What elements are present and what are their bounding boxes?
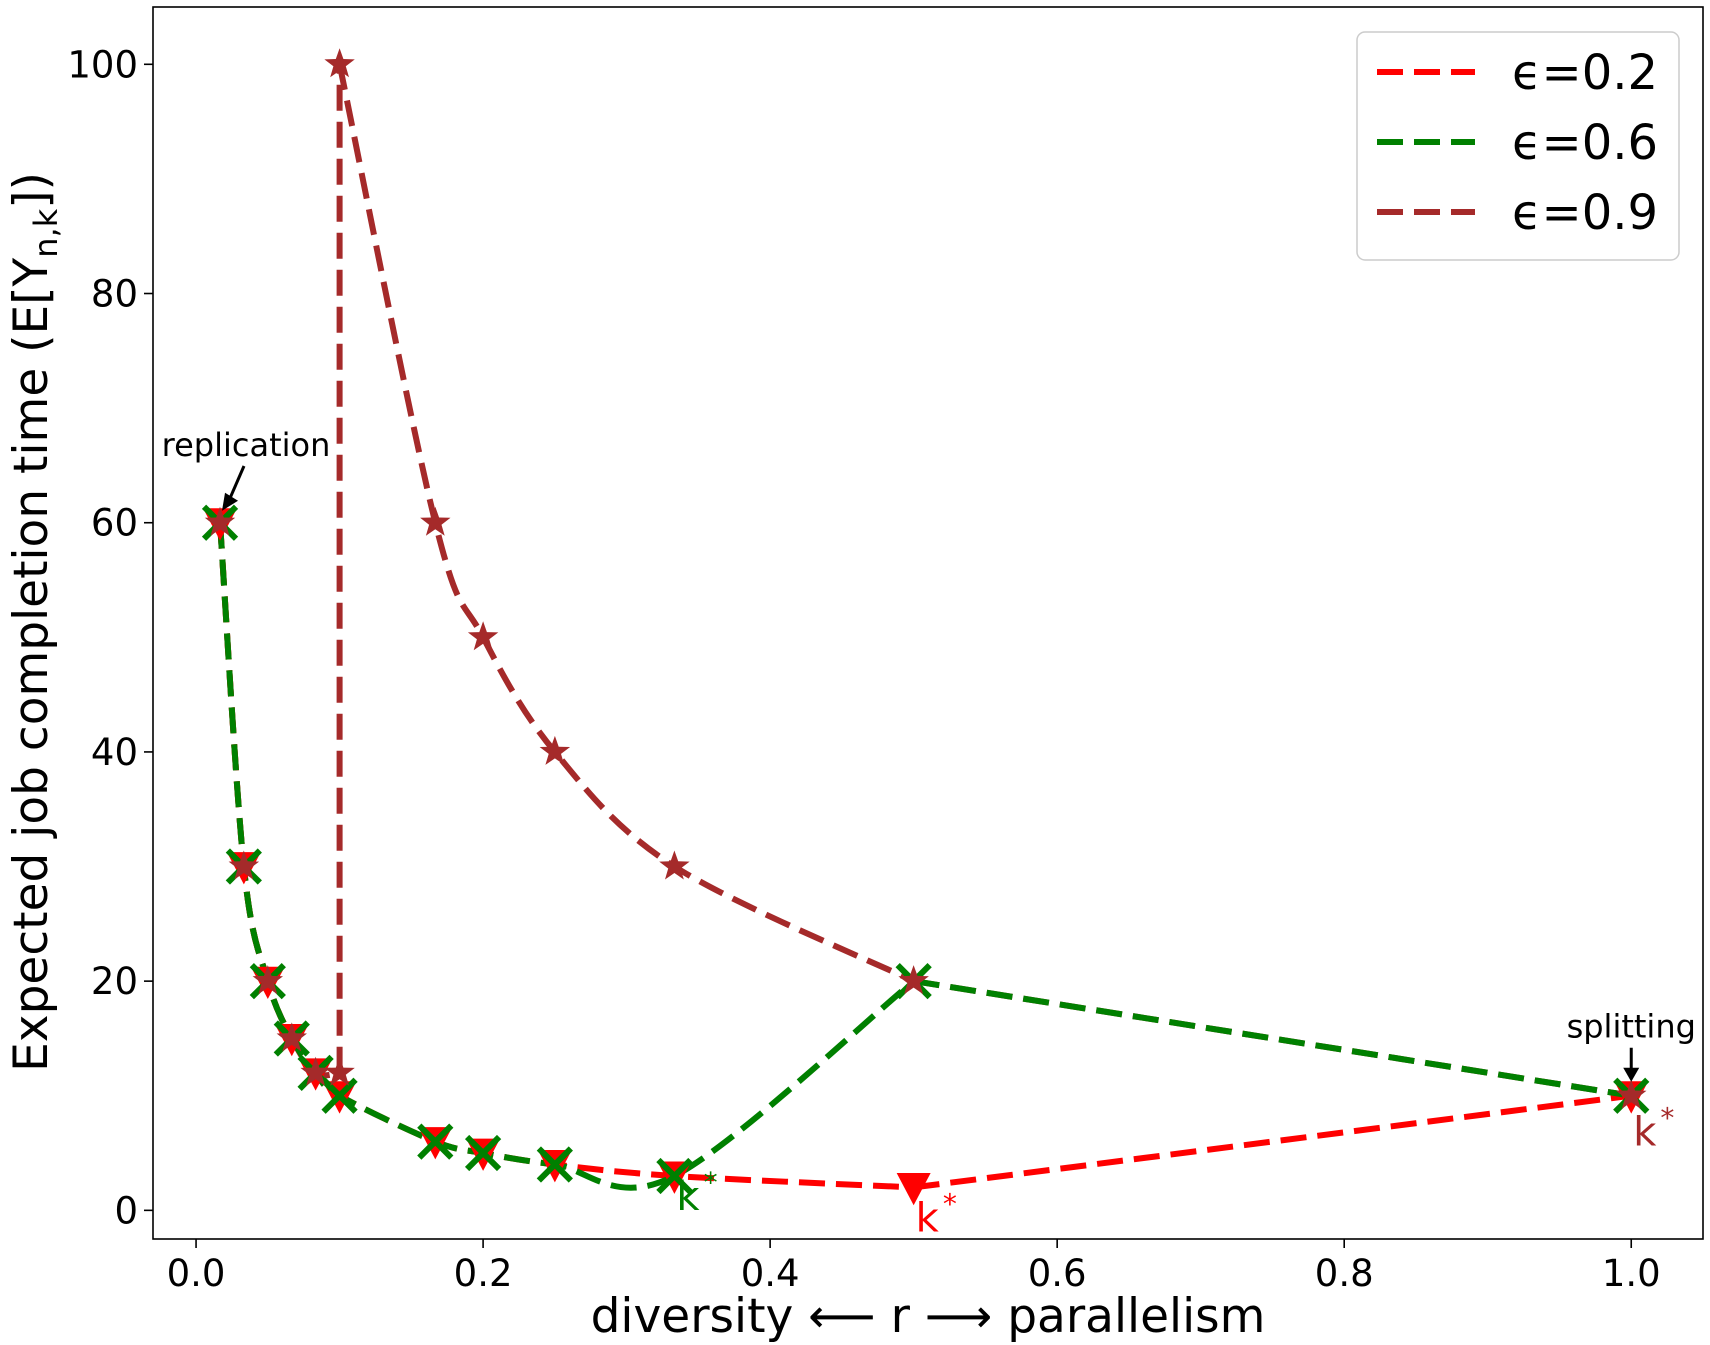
series-1-marker-7-stroke-b: [464, 1134, 502, 1172]
annotation-kstar-3-k: k: [916, 1195, 940, 1241]
annotation-kstar-4-k: k: [1633, 1110, 1657, 1156]
x-tick-label-0: 0.0: [167, 1252, 226, 1295]
series-2-marker-0: [204, 506, 236, 536]
series-2-marker-4: [300, 1056, 331, 1086]
x-tick-label-3: 0.6: [1028, 1252, 1087, 1295]
annotation-kstar-4: k *: [1633, 1102, 1674, 1156]
annotation-kstar-2-sup: *: [704, 1166, 718, 1199]
y-axis-title: Expected job completion time (E[Yn,k]): [4, 172, 65, 1072]
series-2-marker-1: [228, 850, 260, 880]
series-1-marker-5: [321, 1077, 358, 1114]
series-2-marker-11: [898, 965, 929, 995]
series-2-marker-3: [276, 1022, 307, 1052]
annotation-splitting-arrow-head: [1623, 1067, 1640, 1082]
annotation-splitting: splitting: [1567, 1008, 1696, 1046]
annotation-replication: replication: [162, 426, 331, 464]
x-axis-title-mid: r: [891, 1289, 911, 1344]
y-axis-title-tail: ]): [4, 172, 59, 209]
annotation-kstar-3-sup: *: [943, 1187, 957, 1220]
y-tick-label-2: 40: [91, 731, 138, 774]
series-2-marker-5: [324, 1056, 355, 1086]
y-axis-title-sub: n,k: [27, 208, 65, 257]
y-tick-label-3: 60: [91, 502, 138, 545]
annotation-replication-arrow-head: [222, 492, 239, 511]
x-axis-title-right: parallelism: [1007, 1289, 1265, 1344]
x-tick-label-4: 0.8: [1315, 1252, 1374, 1295]
x-tick-label-5: 1.0: [1602, 1252, 1661, 1295]
x-axis-ticks: 0.0 0.2 0.4 0.6 0.8 1.0: [167, 1239, 1661, 1295]
series-1-marker-9: [656, 1157, 693, 1195]
legend-items: ϵ=0.2 ϵ=0.6 ϵ=0.9: [1377, 45, 1658, 241]
x-tick-label-1: 0.2: [454, 1252, 513, 1295]
annotation-kstar-4-sup: *: [1660, 1102, 1674, 1135]
legend: ϵ=0.2 ϵ=0.6 ϵ=0.9: [1356, 31, 1680, 261]
annotation-kstar-2: k *: [676, 1166, 717, 1220]
series-1-marker-5-stroke-b: [321, 1077, 358, 1114]
series-1-marker-6-stroke-b: [417, 1123, 454, 1160]
y-tick-label-1: 20: [91, 960, 138, 1003]
series-2-marker-9: [539, 735, 571, 765]
legend-label-1: ϵ=0.6: [1512, 115, 1658, 171]
series-2-marker-12: [1616, 1079, 1647, 1109]
y-tick-label-4: 80: [91, 273, 138, 316]
y-axis-title-main: Expected job completion time (E[Y: [4, 257, 59, 1071]
x-axis-title-left: diversity: [591, 1289, 794, 1344]
x-tick-label-2: 0.4: [741, 1252, 800, 1295]
series-0-marker-10: [896, 1172, 931, 1206]
series-1-marker-8-stroke-b: [536, 1146, 573, 1183]
y-tick-label-5: 100: [67, 43, 138, 86]
x-axis-left-arrow: ⟵: [808, 1289, 890, 1344]
series-2-marker-8: [467, 621, 499, 651]
annotation-kstar-2-k: k: [676, 1174, 700, 1220]
series-2-marker-7: [420, 506, 451, 536]
series-1-marker-7: [464, 1134, 502, 1172]
y-tick-label-0: 0: [114, 1189, 138, 1232]
series-2-marker-2: [252, 965, 283, 995]
legend-box: [1356, 31, 1680, 261]
series-1-marker-9-stroke-b: [656, 1157, 693, 1195]
legend-label-0: ϵ=0.2: [1512, 45, 1658, 101]
plot-frame: [152, 6, 1704, 1240]
x-axis-title: diversity ⟵ r ⟶ parallelism: [591, 1289, 1266, 1344]
x-axis-right-arrow: ⟶: [925, 1289, 1007, 1344]
series-2-marker-10: [659, 850, 690, 880]
legend-label-2: ϵ=0.9: [1512, 185, 1658, 241]
series-1-marker-8: [536, 1146, 573, 1183]
y-axis-ticks: 0 20 40 60 80 100: [67, 43, 153, 1232]
series-1-marker-6: [417, 1123, 454, 1160]
plot-markers: [201, 48, 1650, 1206]
series-2-marker-6: [324, 48, 355, 78]
annotation-kstar-3: k *: [916, 1187, 957, 1241]
